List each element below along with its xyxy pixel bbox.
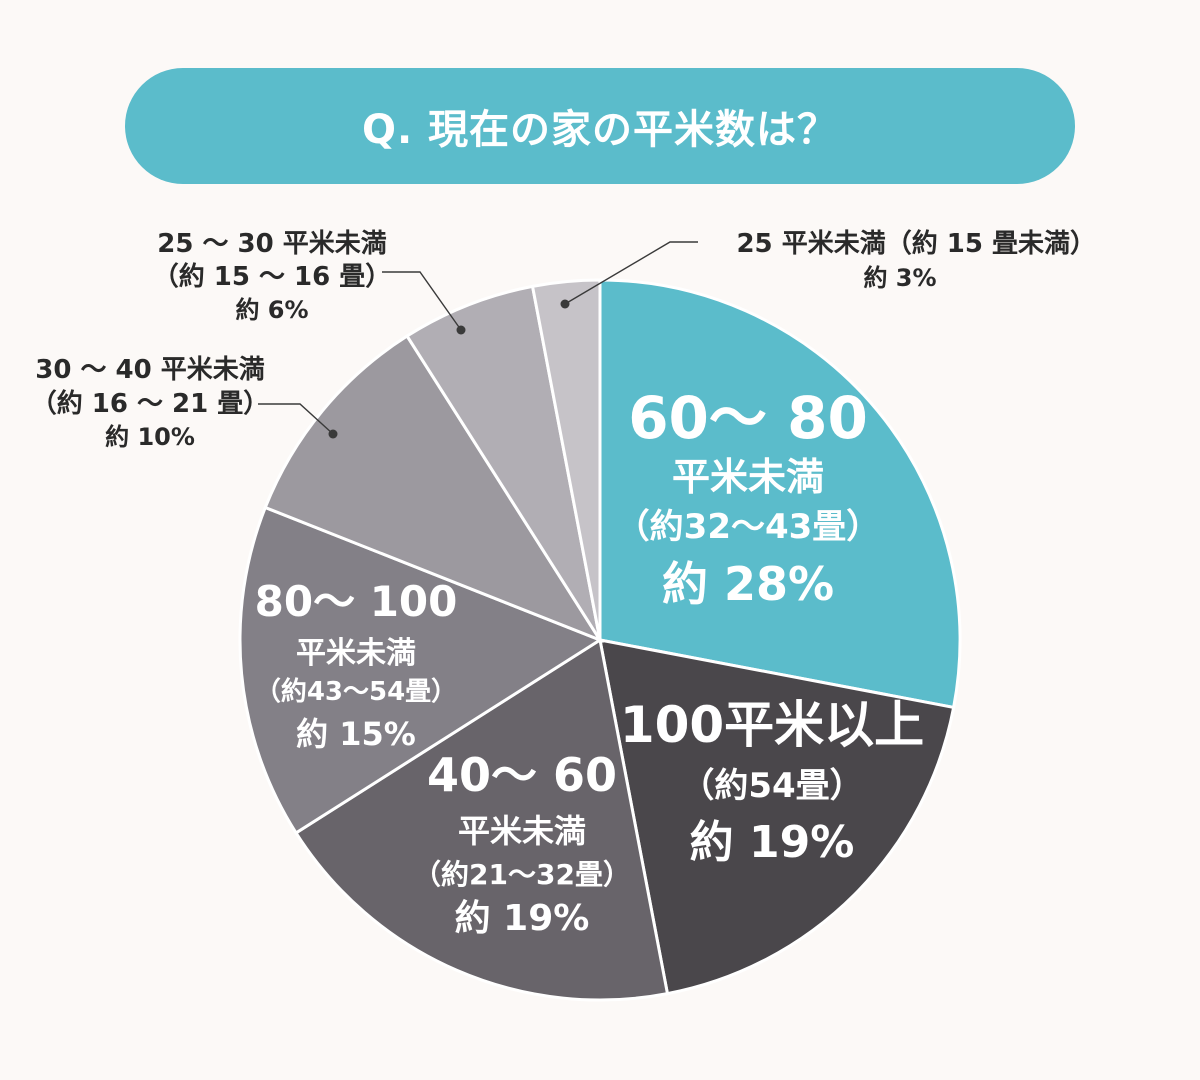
slice-label: （約54畳）: [680, 766, 863, 806]
slice-callout-label: 約 6%: [235, 296, 308, 324]
slice-label: 40～ 60: [427, 748, 617, 802]
slice-callout-label: 25 平米未満（約 15 畳未満）: [736, 228, 1096, 259]
leader-line: [564, 241, 698, 305]
leader-line: [382, 271, 462, 331]
slice-label: 80～ 100: [255, 577, 458, 626]
pie-slice: [293, 637, 670, 1002]
leader-dot: [328, 429, 338, 439]
slice-label: 平米未満: [296, 636, 416, 671]
slice-label: 約 19%: [455, 898, 590, 939]
slice-callout-label: （約 15 ～ 16 畳）: [153, 261, 392, 292]
slice-label: 60～ 80: [628, 384, 868, 452]
slice-label: 約 15%: [296, 715, 416, 753]
slice-callout-label: 30 ～ 40 平米未満: [35, 355, 265, 385]
chart-title: Q. 現在の家の平米数は？: [361, 107, 839, 153]
slice-label: 平米未満: [458, 812, 586, 850]
pie-slice: [530, 278, 602, 641]
slice-callout-label: 約 10%: [105, 423, 195, 451]
slice-label: （約21～32畳）: [413, 858, 631, 891]
slice-label: （約43～54畳）: [255, 676, 457, 707]
title-banner: Q. 現在の家の平米数は？: [125, 68, 1075, 184]
pie-slice: [405, 284, 602, 641]
slice-label: （約32～43畳）: [616, 507, 881, 547]
pie-slice: [238, 505, 604, 835]
leader-line: [258, 403, 334, 435]
slice-label: 約 19%: [690, 817, 855, 868]
slice-label: 約 28%: [662, 557, 834, 611]
slice-label: 100平米以上: [620, 696, 924, 754]
pie-slice: [598, 278, 962, 710]
pie-slice: [263, 333, 604, 644]
pie-slice: [598, 638, 956, 996]
slice-callout-label: 約 3%: [863, 264, 936, 292]
slice-callout-label: （約 16 ～ 21 畳）: [31, 388, 270, 419]
leader-dot: [560, 299, 570, 309]
leader-dot: [456, 325, 466, 335]
slice-callout-label: 25 ～ 30 平米未満: [157, 229, 387, 259]
slice-label: 平米未満: [672, 455, 824, 499]
